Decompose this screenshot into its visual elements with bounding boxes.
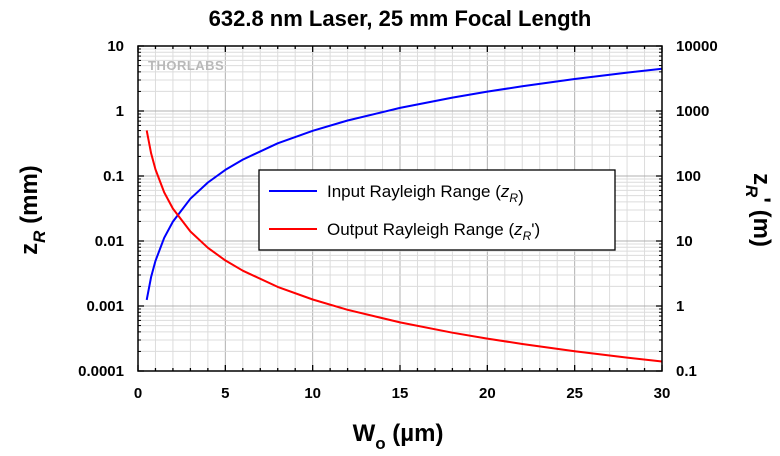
x-tick-label: 0 bbox=[134, 385, 142, 402]
y-tick-label-left: 10 bbox=[107, 38, 124, 55]
y-tick-label-right: 1000 bbox=[676, 103, 709, 120]
x-tick-label: 5 bbox=[221, 385, 229, 402]
legend-label-output: Output Rayleigh Range (zR') bbox=[327, 220, 540, 243]
y-tick-label-left: 1 bbox=[116, 103, 124, 120]
thorlabs-watermark: THORLABS bbox=[148, 58, 224, 73]
y-tick-label-left: 0.01 bbox=[95, 233, 124, 250]
y-tick-label-left: 0.1 bbox=[103, 168, 124, 185]
y-tick-label-right: 10000 bbox=[676, 38, 718, 55]
y-tick-label-right: 0.1 bbox=[676, 363, 697, 380]
x-axis-label: Wo (µm) bbox=[353, 420, 444, 453]
y-tick-label-right: 100 bbox=[676, 168, 701, 185]
y-tick-label-left: 0.001 bbox=[86, 298, 124, 315]
legend-box bbox=[258, 169, 616, 251]
right-y-axis-label: zR' (m) bbox=[742, 173, 775, 247]
tick-labels: 0 5 10 15 20 25 301010.10.010.0010.00011000010… bbox=[78, 38, 718, 402]
x-tick-label: 15 bbox=[392, 385, 409, 402]
y-tick-label-right: 10 bbox=[676, 233, 693, 250]
series-line-output-rayleigh bbox=[145, 130, 663, 363]
x-tick-label: 10 bbox=[304, 385, 321, 402]
x-tick-label: 30 bbox=[654, 385, 671, 402]
axis-ticks bbox=[137, 45, 663, 372]
y-tick-label-left: 0.0001 bbox=[78, 363, 124, 380]
series-line-input-rayleigh bbox=[145, 67, 663, 301]
legend: Input Rayleigh Range (zR) Output Rayleig… bbox=[258, 169, 616, 251]
x-tick-label: 25 bbox=[566, 385, 583, 402]
x-tick-label: 20 bbox=[479, 385, 496, 402]
legend-label-input: Input Rayleigh Range (zR) bbox=[327, 182, 524, 206]
y-tick-label-right: 1 bbox=[676, 298, 684, 315]
left-y-axis-label: zR (mm) bbox=[16, 165, 49, 255]
chart-title: 632.8 nm Laser, 25 mm Focal Length bbox=[209, 6, 592, 31]
series-layer bbox=[145, 67, 663, 363]
